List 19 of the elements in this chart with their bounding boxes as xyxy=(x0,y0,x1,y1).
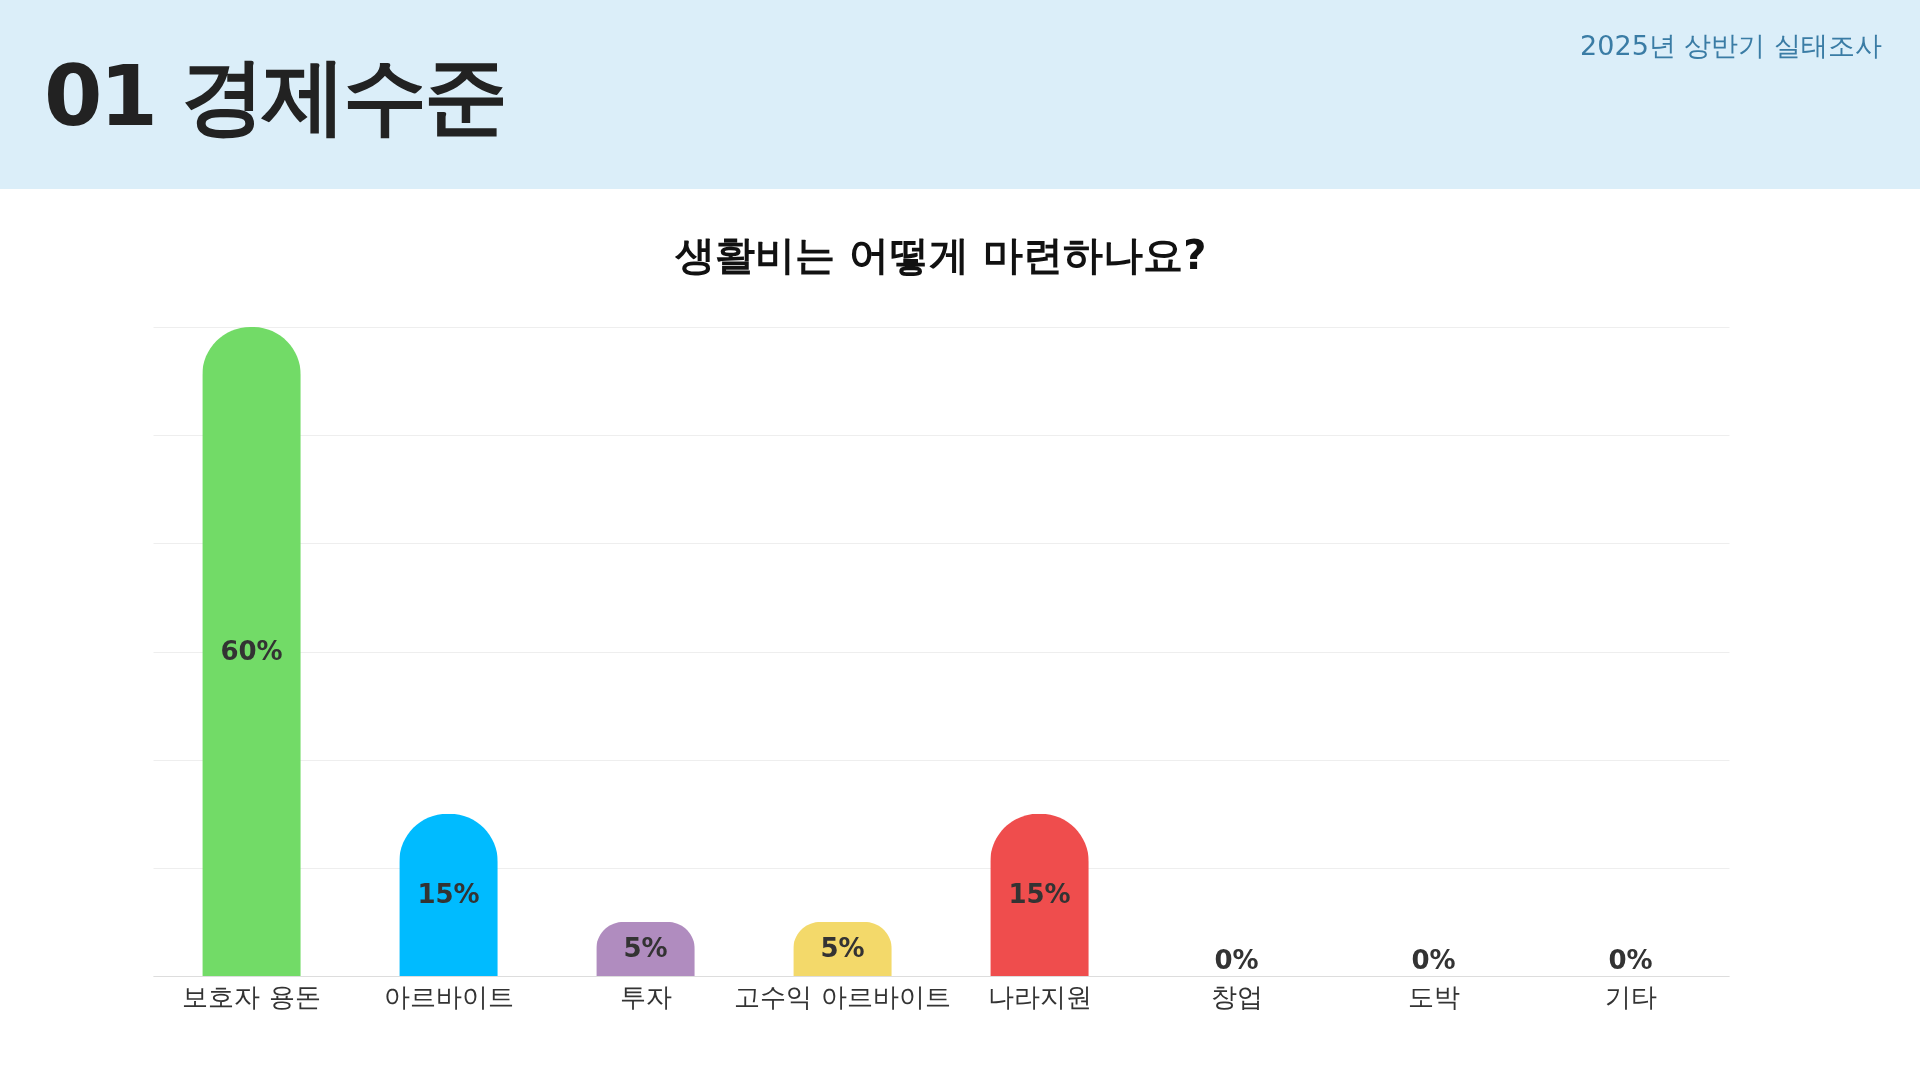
x-tick-label: 고수익 아르바이트 xyxy=(734,981,951,1012)
data-label: 5% xyxy=(623,932,668,963)
x-tick-label: 아르바이트 xyxy=(383,981,514,1012)
x-tick-label: 나라지원 xyxy=(987,981,1092,1012)
x-tick-label: 보호자 용돈 xyxy=(182,981,321,1012)
data-label: 0% xyxy=(1608,945,1653,975)
text: 01 경제수준 xyxy=(44,46,506,147)
text: 2025년 상반기 실태조사 xyxy=(1580,29,1882,63)
data-label: 60% xyxy=(220,635,283,666)
data-label: 15% xyxy=(1008,878,1071,909)
x-tick-label: 투자 xyxy=(619,981,672,1012)
data-label: 0% xyxy=(1411,945,1456,975)
x-tick-label: 도박 xyxy=(1407,981,1460,1012)
data-label: 15% xyxy=(417,878,480,909)
x-tick-label: 기타 xyxy=(1604,981,1657,1012)
chart-title: 생활비는 어떻게 마련하나요? xyxy=(674,232,1207,278)
x-tick-label: 창업 xyxy=(1210,981,1263,1012)
data-label: 5% xyxy=(820,932,865,963)
data-label: 0% xyxy=(1214,945,1259,975)
